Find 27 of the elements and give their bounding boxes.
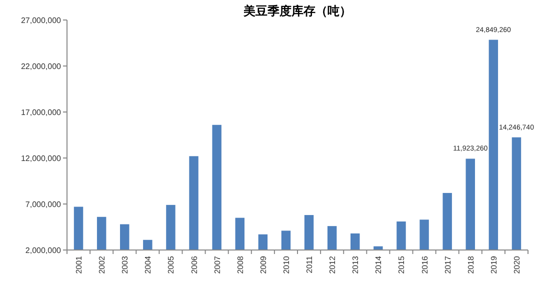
x-tick-label: 2018 bbox=[466, 255, 476, 274]
x-tick-label: 2009 bbox=[258, 255, 268, 274]
x-tick-label: 2014 bbox=[374, 255, 384, 274]
chart-title: 美豆季度库存（吨） bbox=[242, 4, 352, 18]
y-tick-label: 12,000,000 bbox=[20, 154, 62, 163]
x-tick-label: 2003 bbox=[120, 255, 130, 274]
x-tick-label: 2011 bbox=[305, 255, 314, 274]
y-tick-label: 2,000,000 bbox=[25, 246, 62, 255]
x-tick-label: 2004 bbox=[144, 255, 153, 274]
y-tick-label: 7,000,000 bbox=[25, 200, 62, 209]
x-tick-label: 2007 bbox=[212, 255, 222, 274]
x-tick-label: 2015 bbox=[397, 255, 406, 274]
x-tick-label: 2010 bbox=[282, 255, 291, 274]
x-tick-label: 2016 bbox=[420, 255, 430, 274]
x-tick-label: 2002 bbox=[98, 255, 107, 274]
y-tick-label: 22,000,000 bbox=[20, 62, 62, 71]
x-tick-label: 2005 bbox=[166, 255, 176, 274]
x-tick-label: 2008 bbox=[236, 255, 245, 274]
x-tick-label: 2001 bbox=[74, 255, 84, 274]
x-tick-label: 2019 bbox=[489, 255, 498, 274]
y-tick-label: 27,000,000 bbox=[20, 16, 62, 25]
x-tick-label: 2017 bbox=[443, 255, 452, 274]
x-tick-label: 2006 bbox=[190, 255, 199, 274]
y-tick-label: 17,000,000 bbox=[20, 108, 62, 117]
x-tick-label: 2020 bbox=[512, 255, 522, 274]
x-tick-label: 2012 bbox=[328, 255, 338, 274]
x-tick-label: 2013 bbox=[351, 255, 360, 274]
